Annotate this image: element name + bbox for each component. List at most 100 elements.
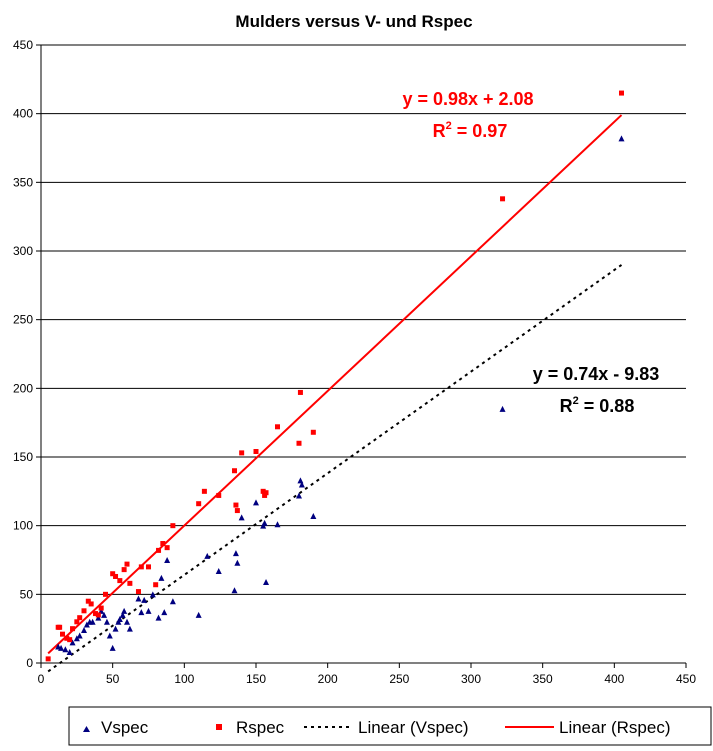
rspec-point-25 [153,582,159,588]
rspec-point-15 [103,591,108,597]
vspec-r2-value: = 0.88 [579,396,635,416]
x-tick-label-50: 50 [106,672,120,686]
vspec-point-38 [232,550,239,557]
rspec-point-46 [619,90,624,96]
rspec-point-17 [113,573,119,579]
rspec-point-36 [239,450,245,456]
vspec-point-40 [238,514,245,521]
rspec-point-23 [138,564,144,570]
rspec-point-16 [110,571,116,577]
rspec-point-8 [77,615,83,621]
vspec-point-31 [161,609,168,616]
vspec-point-22 [124,618,130,625]
rspec-point-19 [121,567,127,573]
legend-linear-rspec-label: Linear (Rspec) [559,718,671,737]
rspec-point-29 [170,523,176,529]
vspec-point-15 [106,632,113,639]
x-tick-label-400: 400 [604,672,624,686]
rspec-r2-value: = 0.97 [452,121,508,141]
vspec-r-squared: R2 = 0.88 [560,395,635,416]
x-tick-label-300: 300 [461,672,481,686]
rspec-point-20 [124,561,130,567]
vspec-equation-annotation: y = 0.74x - 9.83 R2 = 0.88 [533,364,660,416]
vspec-point-16 [109,644,116,651]
vspec-point-14 [103,618,110,625]
rspec-point-38 [260,488,266,494]
vspec-point-51 [618,135,625,142]
rspec-point-39 [262,492,268,498]
vspec-point-26 [141,596,148,603]
rspec-r-squared: R2 = 0.97 [433,120,508,141]
rspec-point-42 [296,440,302,446]
vspec-point-32 [164,557,171,563]
rspec-point-7 [74,619,80,625]
trendline-linear-vspec [47,264,623,673]
x-tick-label-200: 200 [318,672,338,686]
vspec-point-17 [112,625,119,632]
vspec-point-47 [297,477,304,484]
rspec-r2-superscript: 2 [446,120,452,132]
rspec-point-3 [60,631,65,637]
y-tick-label-0: 0 [26,656,33,670]
vspec-point-45 [274,521,281,528]
rspec-point-44 [310,429,316,435]
vspec-point-23 [126,625,133,632]
legend: Vspec Rspec Linear (Vspec) Linear (Rspec… [68,706,712,746]
vspec-point-48 [298,481,305,488]
rspec-point-41 [275,424,280,430]
vspec-point-35 [204,552,211,559]
y-tick-label-350: 350 [13,175,33,189]
legend-linear-vspec-label: Linear (Vspec) [358,718,469,737]
gridlines [41,44,686,595]
rspec-r2-label: R [433,121,446,141]
y-tick-label-150: 150 [13,450,33,464]
vspec-point-33 [169,598,176,605]
chart-title: Mulders versus V- und Rspec [235,12,472,31]
rspec-point-14 [98,605,104,611]
rspec-point-37 [253,449,259,455]
vspec-point-34 [195,611,202,618]
y-tick-label-250: 250 [13,313,33,327]
x-tick-label-350: 350 [533,672,553,686]
vspec-point-6 [76,632,83,639]
rspec-point-31 [201,488,207,494]
vspec-point-20 [119,611,126,618]
vspec-point-43 [263,578,270,585]
vspec-point-49 [310,513,317,520]
rspec-point-27 [160,541,166,547]
legend-rspec-label: Rspec [236,718,285,737]
rspec-point-34 [233,502,239,508]
legend-vspec-label: Vspec [101,718,149,737]
vspec-point-27 [145,607,152,614]
rspec-point-40 [263,490,269,496]
vspec-point-4 [69,639,76,646]
x-tick-label-0: 0 [38,672,45,686]
y-tick-label-400: 400 [13,107,33,121]
y-tick-label-300: 300 [13,244,33,258]
rspec-point-13 [95,612,101,618]
vspec-equation: y = 0.74x - 9.83 [533,364,660,384]
x-tick-label-450: 450 [676,672,696,686]
vspec-point-39 [234,559,241,566]
vspec-point-24 [135,595,142,602]
vspec-point-30 [158,574,165,581]
rspec-point-33 [232,468,237,474]
rspec-point-10 [85,598,91,604]
vspec-point-25 [138,609,145,616]
vspec-point-36 [215,567,222,574]
rspec-point-32 [216,492,222,498]
legend-vspec-marker [83,726,90,732]
trendline-linear-rspec [47,114,623,655]
vspec-point-28 [149,591,156,598]
vspec-point-44 [261,519,268,526]
legend-rspec-marker [216,724,222,730]
vspec-point-2 [62,646,69,653]
vspec-point-10 [89,618,96,625]
rspec-point-21 [127,580,133,586]
rspec-equation-annotation: y = 0.98x + 2.08 R2 = 0.97 [402,89,533,141]
rspec-point-6 [70,626,76,632]
y-tick-label-100: 100 [13,519,33,533]
vspec-point-1 [58,644,65,651]
